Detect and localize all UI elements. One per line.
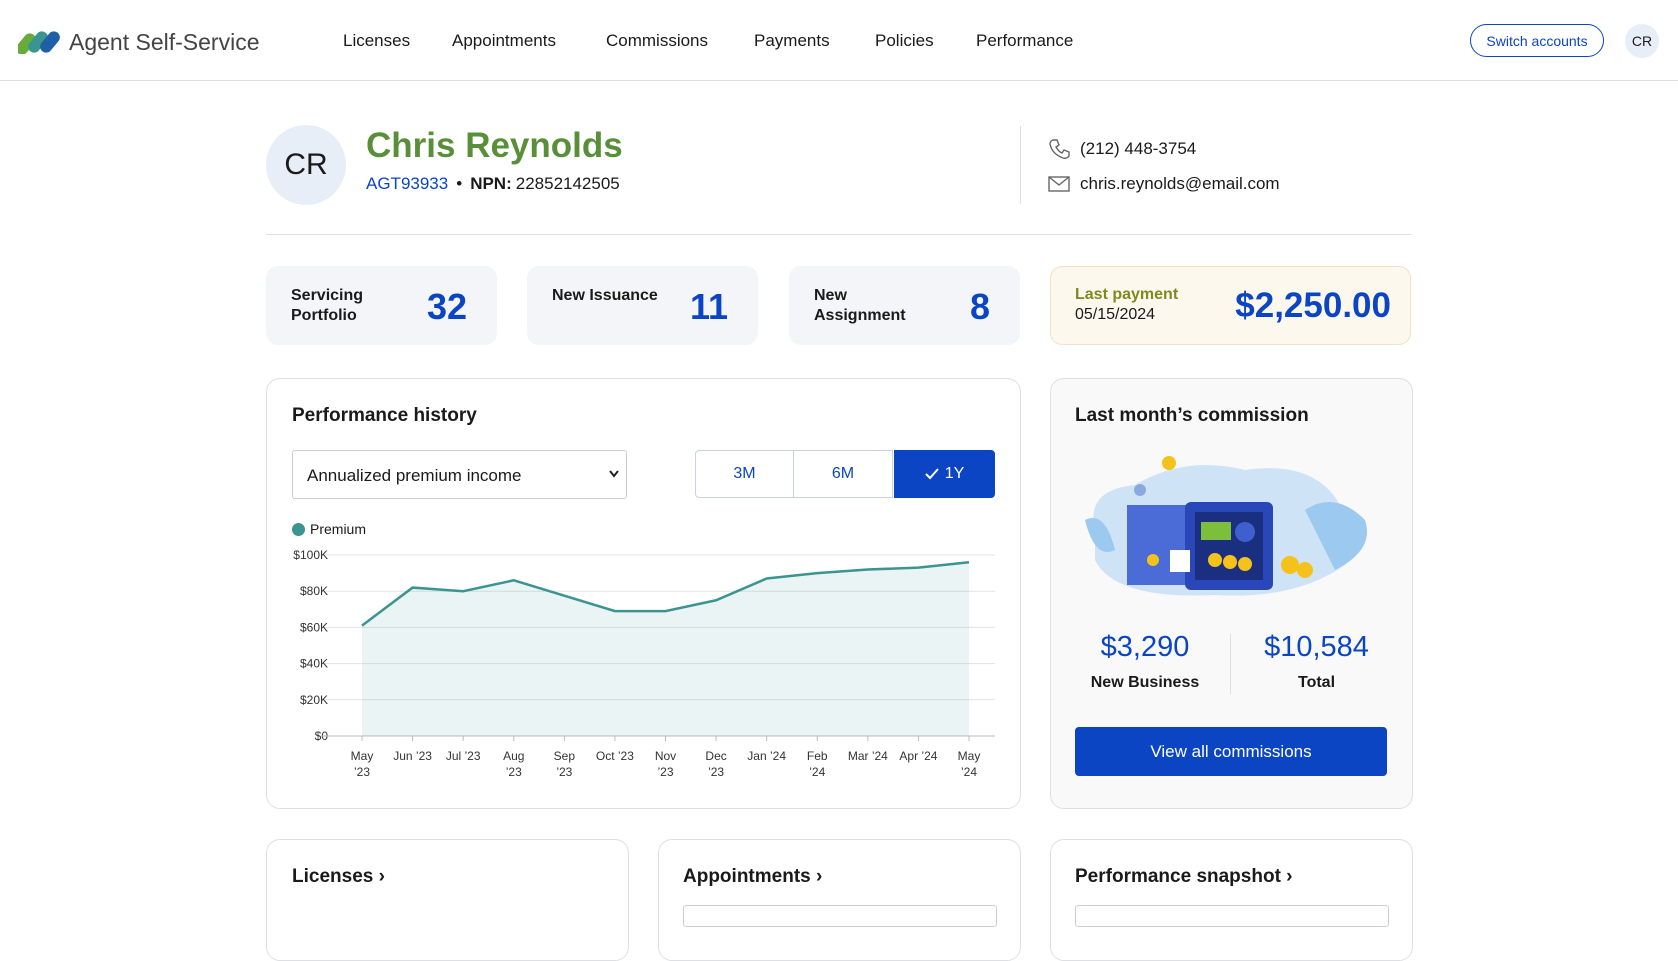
separator: • <box>456 174 463 193</box>
x-tick-label: May ’23 <box>350 749 374 779</box>
view-commissions-button[interactable]: View all commissions <box>1075 727 1387 776</box>
stat-value: 11 <box>689 286 728 327</box>
section-box <box>1075 905 1389 927</box>
x-tick-label: Jun ’23 <box>393 749 432 763</box>
top-bar <box>0 0 1678 81</box>
agent-name: Chris Reynolds <box>366 126 623 165</box>
agent-id[interactable]: AGT93933 <box>366 174 449 193</box>
legend-swatch <box>292 523 305 536</box>
nav-link[interactable]: Payments <box>754 31 830 50</box>
y-tick-label: $40K <box>300 657 328 671</box>
x-tick-label: Nov ’23 <box>654 749 677 779</box>
agent-ids: AGT93933 • NPN: 22852142505 <box>366 174 620 194</box>
x-tick-label: Oct ’23 <box>595 749 634 763</box>
illustration <box>1085 456 1367 596</box>
section-title[interactable]: Appointments › <box>683 866 823 887</box>
stat-card: New Issuance 11 <box>527 266 758 345</box>
nav-link[interactable]: Commissions <box>606 31 709 50</box>
divider <box>1020 126 1021 204</box>
x-tick-label: May ’24 <box>957 749 981 779</box>
user-avatar[interactable]: CR <box>1625 24 1659 58</box>
email[interactable]: chris.reynolds@email.com <box>1080 174 1280 193</box>
chart: $0$20K$40K$60K$80K$100K <box>293 548 995 743</box>
section-title[interactable]: Performance snapshot › <box>1075 866 1293 887</box>
divider <box>1230 634 1231 694</box>
stat-label: New Assignment <box>814 287 906 324</box>
x-tick-label: Dec ’23 <box>705 749 727 779</box>
range-button-selected[interactable]: 1Y <box>894 450 995 498</box>
range-button[interactable]: 3M <box>695 450 794 498</box>
stat-label: Servicing Portfolio <box>291 287 364 324</box>
stat-label: New Issuance <box>552 287 658 304</box>
performance-card <box>266 378 1021 809</box>
switch-accounts-button[interactable]: Switch accounts <box>1470 24 1604 57</box>
stat-card: New Assignment 8 <box>789 266 1020 345</box>
new-business-label: New Business <box>1090 674 1200 691</box>
x-tick-label: Feb ’24 <box>806 749 828 779</box>
x-tick-label: Jan ’24 <box>747 749 786 763</box>
npn-label: NPN: <box>470 174 512 193</box>
npn: 22852142505 <box>515 174 620 193</box>
last-payment-amount: $2,250.00 <box>1235 286 1391 325</box>
metric-dropdown[interactable]: Annualized premium income <box>292 450 627 499</box>
area <box>362 562 969 736</box>
dropdown-value: Annualized premium income <box>307 466 522 485</box>
section-title-text: Appointments <box>683 866 811 887</box>
x-tick-label: Apr ’24 <box>899 749 938 763</box>
section-card <box>658 839 1021 961</box>
total-amount: $10,584 <box>1264 631 1369 663</box>
y-tick-label: $100K <box>293 548 328 562</box>
card-title: Performance history <box>292 405 477 426</box>
y-tick-label: $60K <box>300 620 328 634</box>
nav-link[interactable]: Appointments <box>452 31 556 50</box>
brand: Agent Self-Service <box>69 29 260 55</box>
section-card <box>1050 839 1413 961</box>
total-label: Total <box>1297 674 1336 691</box>
x-tick-label: Jul ’23 <box>445 749 481 763</box>
section-title[interactable]: Licenses › <box>292 866 385 887</box>
legend-label: Premium <box>310 521 367 537</box>
stat-card: Servicing Portfolio 32 <box>266 266 497 345</box>
section-box <box>683 905 997 927</box>
y-tick-label: $20K <box>300 693 328 707</box>
profile-avatar: CR <box>266 125 346 205</box>
nav-link[interactable]: Policies <box>875 31 934 50</box>
last-payment-label: Last payment <box>1075 286 1179 303</box>
y-tick-label: $80K <box>300 584 328 598</box>
range-label: 1Y <box>944 465 965 482</box>
section-title-text: Licenses <box>292 866 374 887</box>
section-card <box>266 839 629 961</box>
last-payment-date: 05/15/2024 <box>1075 306 1156 323</box>
section-title-text: Performance snapshot <box>1075 866 1281 887</box>
phone-icon <box>1049 139 1070 159</box>
stat-value: 32 <box>426 286 467 327</box>
nav-link[interactable]: Licenses <box>343 31 411 50</box>
chevron <box>609 470 619 478</box>
x-tick-label: Sep ’23 <box>553 749 575 779</box>
check-icon <box>924 468 939 480</box>
x-tick-label: Mar ’24 <box>847 749 888 763</box>
phone: (212) 448-3754 <box>1080 139 1197 158</box>
last-payment-card: Last payment 05/15/2024 $2,250.00 <box>1050 266 1411 345</box>
stat-value: 8 <box>969 286 990 327</box>
rule <box>266 234 1411 235</box>
card-title: Last month’s commission <box>1075 405 1309 426</box>
range-button[interactable]: 6M <box>794 450 893 498</box>
logo <box>18 31 60 54</box>
new-business-amount: $3,290 <box>1100 631 1190 663</box>
x-tick-label: Aug ’23 <box>503 749 525 779</box>
nav-link[interactable]: Performance <box>976 31 1074 50</box>
line <box>361 560 970 627</box>
email-icon <box>1048 176 1070 192</box>
